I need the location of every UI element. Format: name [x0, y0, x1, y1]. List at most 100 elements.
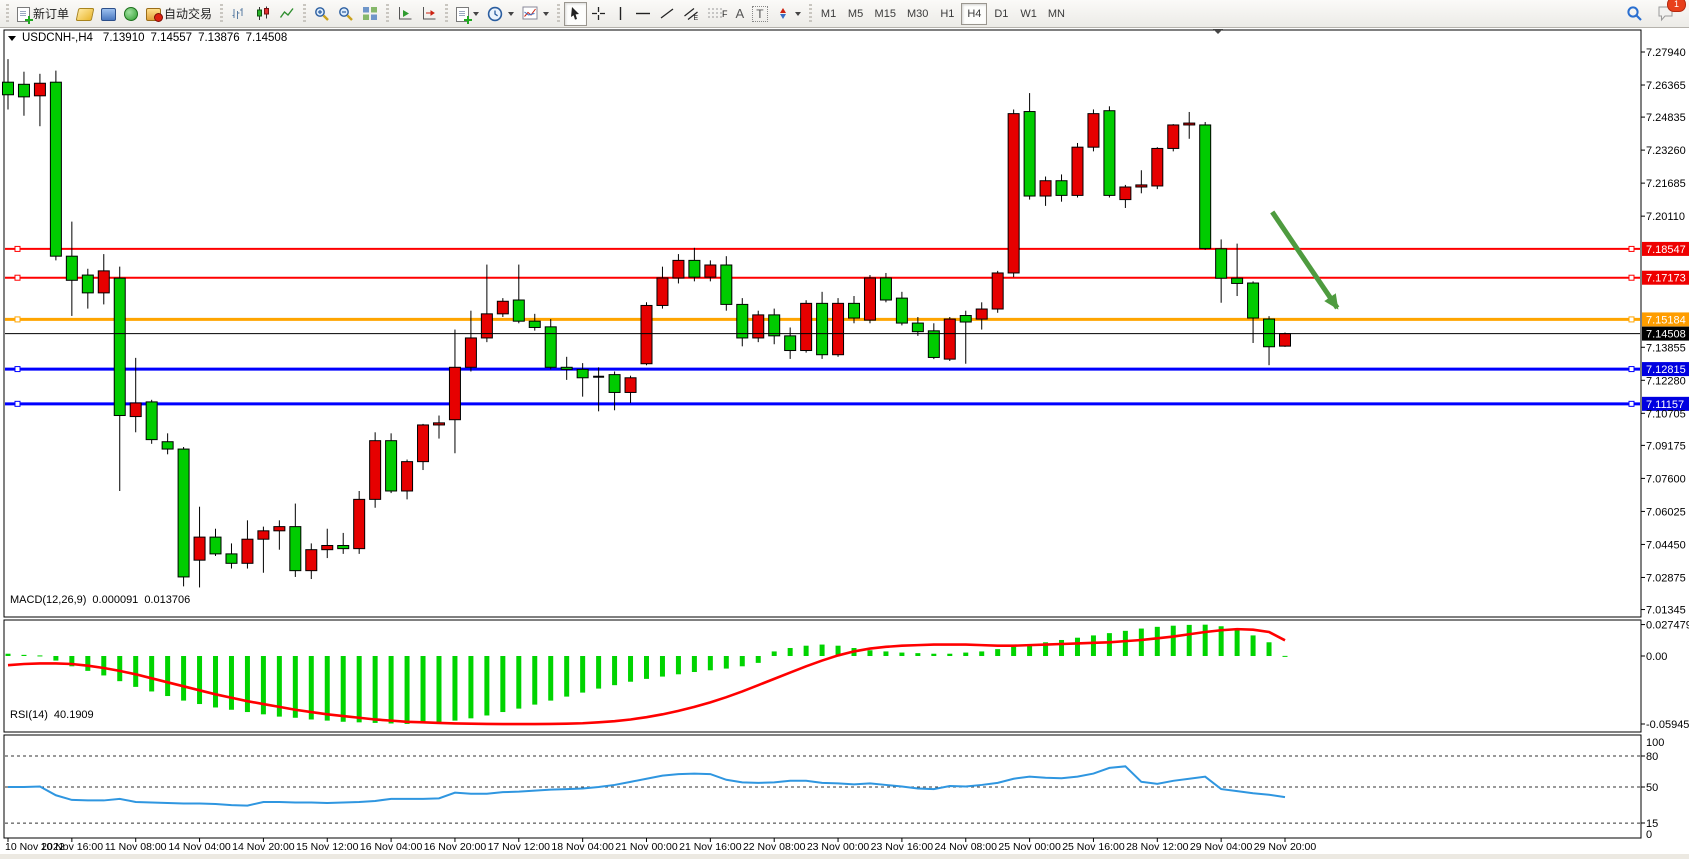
metaeditor-button[interactable]: [73, 2, 97, 26]
toolbar-grip[interactable]: [444, 3, 450, 24]
signals-button[interactable]: [120, 2, 142, 26]
date-label: 18 Nov 04:00: [551, 841, 614, 853]
timeframe-D1[interactable]: D1: [988, 3, 1014, 25]
chevron-down-icon: [543, 11, 550, 16]
line-handle[interactable]: [1628, 316, 1635, 323]
candle-body: [576, 368, 589, 379]
candle-body: [496, 300, 509, 315]
autotrade-button[interactable]: 自动交易: [142, 2, 216, 26]
horizontal-line-button[interactable]: [631, 2, 655, 26]
equidistant-channel-button[interactable]: E: [679, 2, 703, 26]
crosshair-button[interactable]: [587, 2, 610, 26]
price-tick-label: 7.23260: [1646, 145, 1686, 157]
signals-icon: [124, 7, 139, 21]
candle-body: [81, 274, 94, 294]
macd-histogram-bar: [37, 655, 43, 657]
chart-shift-button[interactable]: [417, 2, 441, 26]
line-handle[interactable]: [1628, 400, 1635, 407]
chart-title: USDCNH-,H4 7.13910 7.14557 7.13876 7.145…: [8, 32, 287, 44]
toolbar-grip[interactable]: [219, 3, 225, 24]
candle-body: [1007, 113, 1020, 274]
text-label-icon: T: [752, 5, 768, 22]
line-handle[interactable]: [14, 316, 21, 323]
timeframe-H4[interactable]: H4: [961, 2, 988, 25]
periods-button[interactable]: [483, 2, 518, 26]
timeframe-M5[interactable]: M5: [843, 3, 869, 25]
macd-histogram-bar: [452, 656, 458, 721]
macd-signal-line: [7, 627, 1286, 726]
macd-histogram-bar: [1043, 642, 1049, 656]
chart-window-button[interactable]: [97, 2, 120, 26]
line-chart-button[interactable]: [275, 2, 299, 26]
line-handle[interactable]: [14, 366, 21, 373]
trendline-button[interactable]: [655, 2, 679, 26]
price-line-badge: [1642, 270, 1689, 285]
macd-histogram-bar: [899, 652, 905, 656]
timeframe-MN[interactable]: MN: [1043, 3, 1070, 25]
price-tick-label: 7.20110: [1646, 211, 1685, 223]
macd-name: MACD(12,26,9): [10, 594, 87, 606]
auto-scroll-button[interactable]: [393, 2, 417, 26]
rsi-scale-label: 50: [1646, 782, 1658, 794]
zoom-out-button[interactable]: [334, 2, 358, 26]
price-tick-label: 7.24835: [1646, 112, 1686, 124]
text-label-button[interactable]: T: [748, 2, 771, 26]
timeframe-M30[interactable]: M30: [902, 3, 933, 25]
price-tick-label: 7.06025: [1646, 506, 1686, 518]
candlestick-chart-button[interactable]: [251, 2, 275, 26]
macd-histogram-bar: [500, 656, 506, 713]
toolbar: 新订单 自动交易: [0, 0, 1689, 28]
toolbar-grip[interactable]: [302, 3, 308, 24]
tile-windows-button[interactable]: [358, 2, 382, 26]
candle-body: [353, 498, 366, 550]
line-handle[interactable]: [14, 245, 21, 252]
price-line-badge: [1642, 312, 1689, 327]
bar-chart-button[interactable]: [227, 2, 251, 26]
candle-body: [448, 366, 461, 421]
zoom-in-button[interactable]: [310, 2, 334, 26]
price-line-badge-label: 7.12815: [1646, 364, 1686, 376]
trend-arrow[interactable]: [1270, 210, 1340, 310]
price-line-badge: [1642, 396, 1689, 411]
text-button[interactable]: A: [732, 2, 749, 26]
date-label: 22 Nov 08:00: [743, 841, 806, 853]
pointer-button[interactable]: [564, 1, 588, 26]
timeframe-W1[interactable]: W1: [1015, 3, 1042, 25]
line-handle[interactable]: [1628, 366, 1635, 373]
chevron-down-icon: [794, 11, 801, 16]
templates-button[interactable]: [452, 2, 483, 26]
macd-histogram-bar: [516, 656, 522, 709]
toolbar-grip[interactable]: [807, 3, 813, 24]
arrows-button[interactable]: [772, 2, 805, 26]
toolbar-grip[interactable]: [5, 3, 10, 24]
new-order-icon: [17, 6, 33, 24]
chart-window-icon: [101, 8, 117, 21]
macd-histogram-bar: [1011, 646, 1017, 656]
search-button[interactable]: [1622, 2, 1647, 26]
timeframe-M1[interactable]: M1: [816, 3, 842, 25]
vertical-line-button[interactable]: [610, 2, 631, 26]
new-order-button[interactable]: 新订单: [13, 2, 73, 26]
fibonacci-button[interactable]: F: [703, 2, 732, 26]
line-handle[interactable]: [1628, 245, 1635, 252]
toolbar-grip[interactable]: [556, 3, 562, 24]
candle-body: [720, 264, 733, 305]
notification-badge: 1: [1667, 0, 1686, 12]
toolbar-grip[interactable]: [385, 3, 391, 24]
price-tick-label: 7.10705: [1646, 408, 1686, 420]
line-handle[interactable]: [1628, 274, 1635, 281]
price-tick-label: 7.13855: [1646, 342, 1686, 354]
candle-body: [1263, 318, 1276, 348]
line-handle[interactable]: [14, 400, 21, 407]
line-handle[interactable]: [14, 274, 21, 281]
date-label: 21 Nov 16:00: [679, 841, 742, 853]
timeframe-M15[interactable]: M15: [870, 3, 901, 25]
candle-body: [129, 402, 142, 418]
chart-menu-icon[interactable]: [8, 35, 16, 41]
price-tick-label: 7.02875: [1646, 572, 1686, 584]
macd-histogram-bar: [580, 656, 586, 693]
indicators-button[interactable]: [518, 2, 553, 26]
indicators-icon: [522, 6, 538, 19]
timeframe-H1[interactable]: H1: [934, 3, 960, 25]
